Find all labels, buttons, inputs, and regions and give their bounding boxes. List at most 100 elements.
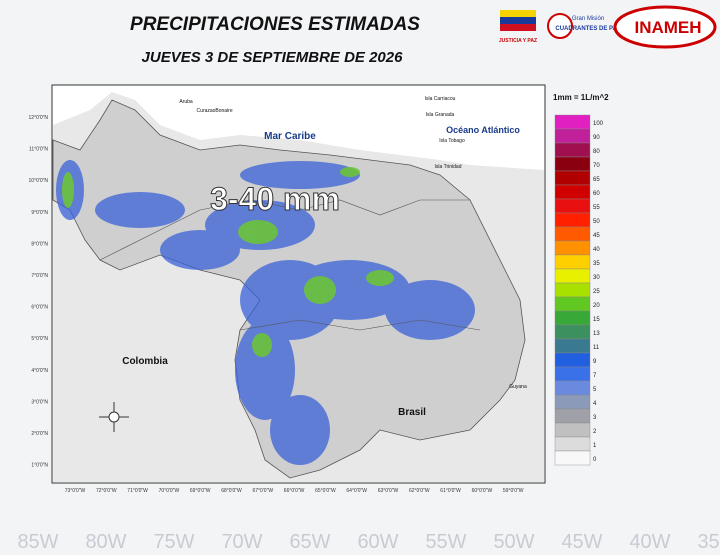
logo-inameh: INAMEH — [613, 5, 717, 49]
legend-swatch — [554, 450, 591, 466]
logo-justicia: JUSTICIA Y PAZ — [499, 10, 537, 44]
background-label: 65W — [289, 531, 330, 553]
longitude-label: 72°0'0"W — [96, 488, 117, 494]
latitude-label: 2°0'0"N — [31, 431, 48, 437]
logo-text: CUADRANTES DE PAZ — [555, 26, 621, 32]
longitude-label: 66°0'0"W — [284, 488, 305, 494]
place-labels: Mar Caribe Océano Atlántico Colombia Brasil… — [122, 96, 527, 418]
legend-swatch — [554, 254, 591, 270]
legend-swatch — [554, 408, 591, 424]
background-label: 80W — [85, 531, 126, 553]
place-label: Bonaire — [215, 108, 232, 114]
longitude-label: 62°0'0"W — [409, 488, 430, 494]
longitude-labels: 73°0'0"W 72°0'0"W 71°0'0"W 70°0'0"W 69°0'0"W… — [65, 488, 524, 494]
place-label: Isla Tobago — [439, 138, 465, 144]
legend-swatch — [554, 128, 591, 144]
legend-label: 30 — [593, 275, 600, 281]
longitude-label: 69°0'0"W — [190, 488, 211, 494]
latitude-labels: 12°0'0"N 11°0'0"N 10°0'0"N 9°0'0"N 8°0'0"N 7°… — [29, 115, 49, 469]
background-label: 40W — [629, 531, 670, 553]
legend-label: 60 — [593, 191, 600, 197]
legend-label: 65 — [593, 177, 600, 183]
legend-label: 45 — [593, 233, 600, 239]
legend-label: 4 — [593, 401, 597, 407]
latitude-label: 9°0'0"N — [31, 210, 48, 216]
legend-swatch — [554, 268, 591, 284]
legend-unit: 1mm = 1L/m^2 — [553, 93, 609, 102]
legend-swatch — [554, 324, 591, 340]
legend-label: 40 — [593, 247, 600, 253]
place-label: Aruba — [179, 99, 193, 105]
legend-swatch — [554, 226, 591, 242]
latitude-label: 4°0'0"N — [31, 368, 48, 374]
legend-label: 7 — [593, 373, 597, 379]
place-label: Mar Caribe — [264, 131, 316, 142]
legend-swatch — [554, 310, 591, 326]
legend-swatch — [554, 380, 591, 396]
place-label: Océano Atlántico — [446, 125, 520, 135]
place-label: Isla Granada — [426, 112, 455, 118]
legend-swatch — [554, 436, 591, 452]
latitude-label: 12°0'0"N — [29, 115, 49, 121]
longitude-label: 65°0'0"W — [315, 488, 336, 494]
background-label: 70W — [221, 531, 262, 553]
legend-swatch — [554, 156, 591, 172]
background-label: 75W — [153, 531, 194, 553]
map-base — [52, 86, 544, 482]
background-label: 50W — [493, 531, 534, 553]
latitude-label: 1°0'0"N — [31, 463, 48, 469]
legend-label: 25 — [593, 289, 600, 295]
legend-label: 0 — [593, 457, 597, 463]
latitude-label: 5°0'0"N — [31, 336, 48, 342]
legend-swatch — [554, 240, 591, 256]
legend-swatch — [554, 366, 591, 382]
compass — [99, 402, 129, 432]
legend-swatch — [554, 198, 591, 214]
logo-text: INAMEH — [634, 18, 701, 37]
legend-swatch — [554, 170, 591, 186]
background-labels: 85W 80W 75W 70W 65W 60W 55W 50W 45W 40W 35W — [17, 531, 720, 553]
longitude-label: 64°0'0"W — [346, 488, 367, 494]
title: PRECIPITACIONES ESTIMADAS — [130, 14, 420, 35]
longitude-label: 67°0'0"W — [253, 488, 274, 494]
background-label: 60W — [357, 531, 398, 553]
place-label: Guyana — [509, 384, 527, 390]
legend-swatch — [554, 338, 591, 354]
legend-label: 2 — [593, 429, 597, 435]
rain-annotation: 3-40 mm — [210, 181, 340, 217]
legend-swatch — [554, 296, 591, 312]
legend-label: 1 — [593, 443, 597, 449]
legend-label: 100 — [593, 121, 604, 127]
latitude-label: 7°0'0"N — [31, 273, 48, 279]
longitude-label: 68°0'0"W — [221, 488, 242, 494]
legend-label: 11 — [593, 345, 600, 351]
subtitle: JUEVES 3 DE SEPTIEMBRE DE 2026 — [142, 49, 404, 66]
legend-swatch — [554, 114, 591, 130]
latitude-label: 6°0'0"N — [31, 305, 48, 311]
legend-label: 9 — [593, 359, 597, 365]
legend-swatch — [554, 212, 591, 228]
place-label: Brasil — [398, 407, 426, 418]
longitude-label: 61°0'0"W — [440, 488, 461, 494]
legend-label: 13 — [593, 331, 600, 337]
legend-swatch — [554, 422, 591, 438]
place-label: Isla Carriacou — [425, 96, 456, 102]
logo-text: JUSTICIA Y PAZ — [499, 38, 537, 44]
legend-label: 50 — [593, 219, 600, 225]
latitude-label: 3°0'0"N — [31, 399, 48, 405]
legend-swatch — [554, 394, 591, 410]
legend-label: 5 — [593, 387, 597, 393]
longitude-label: 73°0'0"W — [65, 488, 86, 494]
logo-text: Gran Misión — [572, 16, 604, 22]
place-label: Isla Trinidad — [435, 164, 462, 170]
legend-label: 70 — [593, 163, 600, 169]
latitude-label: 8°0'0"N — [31, 241, 48, 247]
longitude-label: 63°0'0"W — [378, 488, 399, 494]
legend-label: 90 — [593, 135, 600, 141]
latitude-label: 11°0'0"N — [29, 147, 48, 153]
legend-swatch — [554, 142, 591, 158]
place-label: Colombia — [122, 356, 168, 367]
legend-label: 55 — [593, 205, 600, 211]
